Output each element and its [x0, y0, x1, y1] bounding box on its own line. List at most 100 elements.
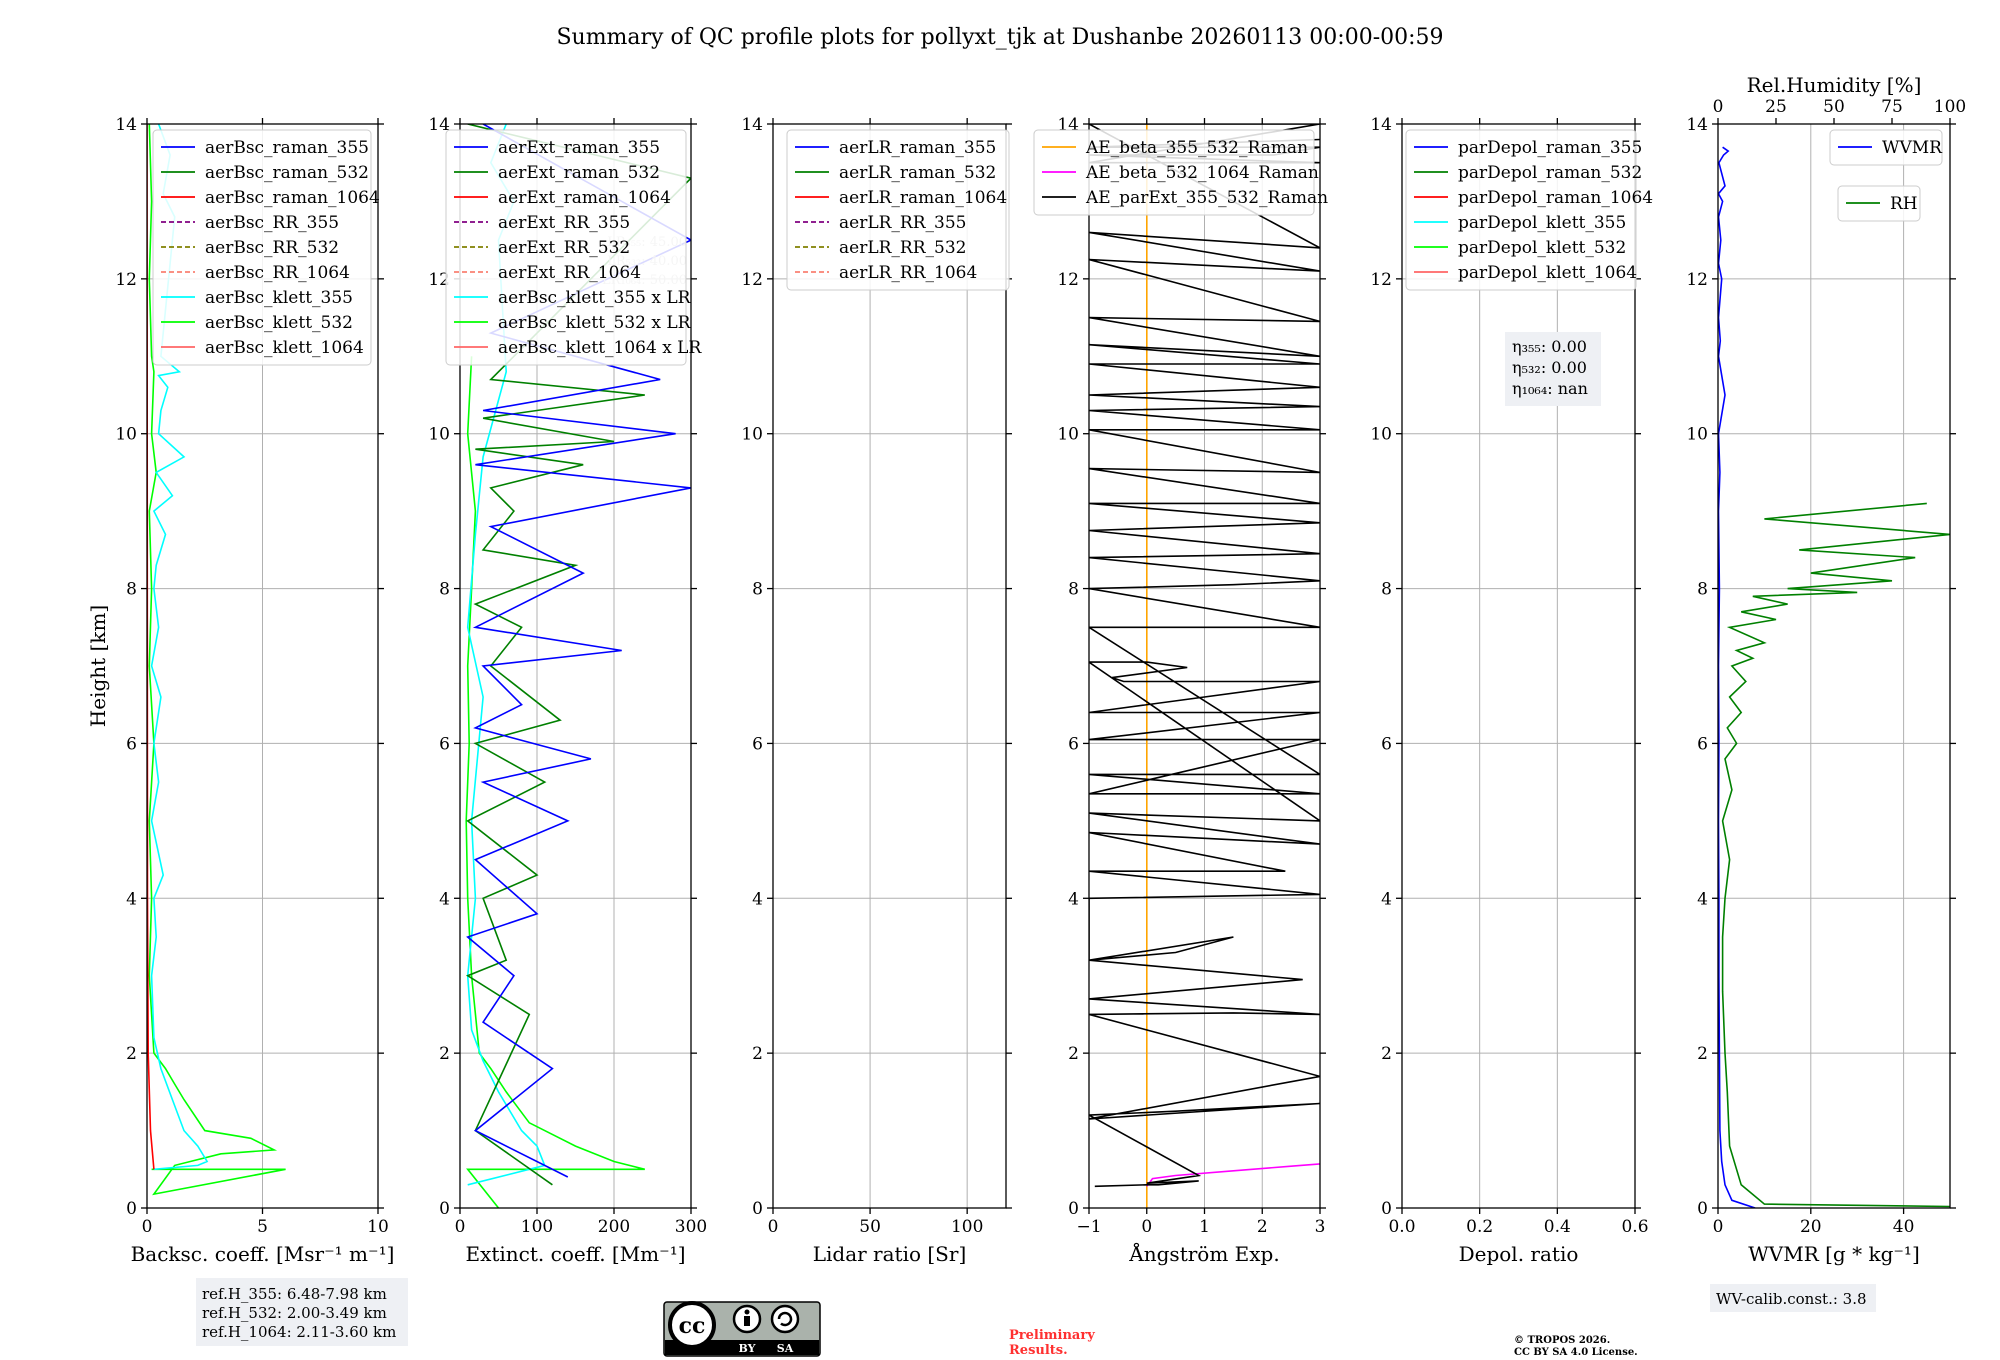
series-group	[1089, 124, 1320, 1208]
preliminary-line2: Results.	[1009, 1343, 1068, 1358]
axes-frame	[1401, 123, 1636, 1209]
legend-label: parDepol_klett_355	[1458, 213, 1626, 233]
legend: aerBsc_raman_355 aerBsc_raman_532 aerBsc_r…	[152, 129, 380, 366]
legend-label: aerLR_RR_532	[839, 238, 966, 258]
panel-dep: 0.0 0.2 0.4 0.6 0 2 4 6 8 10 12 14 Depol. ratio parDe…	[1370, 115, 1653, 1266]
y-tick-label: 10	[1057, 425, 1079, 445]
legend-label: aerBsc_klett_532	[205, 313, 353, 333]
x-tick-label: 0.4	[1544, 1217, 1571, 1237]
y-tick-label: 6	[126, 734, 137, 754]
y-tick-label: 2	[1697, 1044, 1708, 1064]
legend-label: parDepol_klett_1064	[1458, 263, 1637, 283]
y-tick-label: 0	[752, 1199, 763, 1219]
y-tick-label: 4	[439, 889, 450, 909]
legend-label: AE_beta_532_1064_Raman	[1085, 163, 1319, 183]
panel-wv: 0 20 40 0 2 4 6 8 10 12 14 WVMR [g * kg⁻¹] 0 25 50 75 10…	[1686, 73, 1966, 1266]
y-tick-label: 6	[1068, 734, 1079, 754]
y-tick-label: 4	[1381, 889, 1392, 909]
series-line-RH	[1721, 502, 1950, 1208]
legend: AE_beta_355_532_Raman AE_beta_532_1064_Ra…	[1033, 129, 1328, 216]
series-line-AE_parExt_355_532_Raman	[1089, 124, 1320, 1188]
eta-box: η₃₅₅: 0.00 η₅₃₂: 0.00 η₁₀₆₄: nan	[1505, 332, 1601, 406]
legend-label: parDepol_raman_355	[1458, 138, 1642, 158]
legend-label: aerBsc_klett_1064	[205, 338, 364, 358]
legend-label: aerExt_RR_532	[498, 238, 630, 258]
x-tick-label: 0	[1713, 1217, 1724, 1237]
top-x-tick-label: 25	[1765, 97, 1787, 117]
y-tick-label: 12	[115, 270, 137, 290]
legend-label: aerLR_RR_355	[839, 213, 966, 233]
x-tick-label: 20	[1800, 1217, 1822, 1237]
cc-license-badge: cc BY SA	[663, 1301, 821, 1357]
series-line-aerExt_raman_355	[466, 124, 691, 1178]
ref-height-355: ref.H_355: 6.48-7.98 km	[202, 1285, 387, 1303]
y-tick-label: 14	[741, 115, 763, 135]
legend: RH	[1837, 185, 1921, 222]
cc-label: cc	[679, 1313, 706, 1339]
y-tick-label: 10	[428, 425, 450, 445]
panel-bsc: 0 5 10 0 2 4 6 8 10 12 14 Backsc. coeff. [Msr⁻¹ m⁻¹…	[86, 115, 394, 1266]
series-line-WVMR	[1718, 146, 1756, 1208]
x-axis-label: Ångström Exp.	[1128, 1241, 1279, 1266]
x-tick-label: 0.2	[1466, 1217, 1493, 1237]
x-tick-label: 40	[1893, 1217, 1915, 1237]
y-tick-label: 8	[1381, 580, 1392, 600]
top-x-tick-label: 100	[1934, 97, 1966, 117]
y-tick-label: 6	[752, 734, 763, 754]
legend-box	[1829, 129, 1943, 166]
legend: parDepol_raman_355 parDepol_raman_532 parD…	[1405, 129, 1653, 291]
y-tick-label: 4	[1068, 889, 1079, 909]
legend-label: aerLR_raman_355	[839, 138, 996, 158]
eta-line: η₅₃₂: 0.00	[1512, 358, 1587, 377]
series-line-AE_beta_532_1064_Raman	[1146, 1163, 1320, 1187]
x-tick-label: 3	[1315, 1217, 1326, 1237]
y-tick-label: 2	[1381, 1044, 1392, 1064]
x-tick-label: 0.0	[1388, 1217, 1415, 1237]
legend: aerExt_raman_355 aerExt_raman_532 aerExt_r…	[445, 129, 702, 366]
x-tick-label: 0	[768, 1217, 779, 1237]
ref-height-1064: ref.H_1064: 2.11-3.60 km	[202, 1323, 396, 1341]
legend-box	[1405, 129, 1637, 291]
top-x-tick-label: 75	[1881, 97, 1903, 117]
top-x-axis-label: Rel.Humidity [%]	[1747, 73, 1922, 97]
y-tick-label: 2	[1068, 1044, 1079, 1064]
y-tick-label: 0	[439, 1199, 450, 1219]
legend-label: aerBsc_klett_1064 x LR	[498, 338, 702, 358]
legend-label: AE_beta_355_532_Raman	[1085, 138, 1308, 158]
y-tick-label: 0	[126, 1199, 137, 1219]
legend-box	[152, 129, 372, 366]
x-axis-label: WVMR [g * kg⁻¹]	[1748, 1242, 1920, 1266]
legend-label: aerBsc_raman_1064	[205, 188, 380, 208]
y-tick-label: 12	[1370, 270, 1392, 290]
x-tick-label: 0	[455, 1217, 466, 1237]
legend: WVMR	[1829, 129, 1943, 166]
cc-icon	[668, 1301, 716, 1349]
legend-label: aerLR_RR_1064	[839, 263, 977, 283]
y-tick-label: 14	[1370, 115, 1392, 135]
copyright-line1: © TROPOS 2026.	[1514, 1335, 1610, 1346]
legend-label: aerExt_raman_355	[498, 138, 660, 158]
x-tick-label: 0	[1141, 1217, 1152, 1237]
sa-label: SA	[777, 1342, 794, 1355]
y-tick-label: 6	[1381, 734, 1392, 754]
copyright-line2: CC BY SA 4.0 License.	[1514, 1347, 1638, 1358]
legend-label: aerBsc_klett_532 x LR	[498, 313, 692, 333]
legend-label: aerLR_raman_532	[839, 163, 996, 183]
y-axis-label: Height [km]	[86, 605, 110, 727]
eta-line: η₁₀₆₄: nan	[1512, 379, 1588, 398]
by-label: BY	[739, 1342, 756, 1355]
y-tick-label: 8	[1697, 580, 1708, 600]
y-tick-label: 4	[752, 889, 763, 909]
panel-ext: 0 100 200 300 0 2 4 6 8 10 12 14 Extinct. coeff. [Mm…	[428, 115, 707, 1266]
y-tick-label: 2	[439, 1044, 450, 1064]
preliminary-line1: Preliminary	[1009, 1328, 1095, 1343]
legend-label: aerExt_RR_1064	[498, 263, 641, 283]
y-tick-label: 0	[1068, 1199, 1079, 1219]
legend-label: parDepol_raman_1064	[1458, 188, 1653, 208]
top-x-tick-label: 50	[1823, 97, 1845, 117]
series-group	[1718, 146, 1950, 1208]
x-tick-label: 50	[859, 1217, 881, 1237]
y-tick-label: 12	[1057, 270, 1079, 290]
y-tick-label: 2	[752, 1044, 763, 1064]
y-tick-label: 10	[741, 425, 763, 445]
